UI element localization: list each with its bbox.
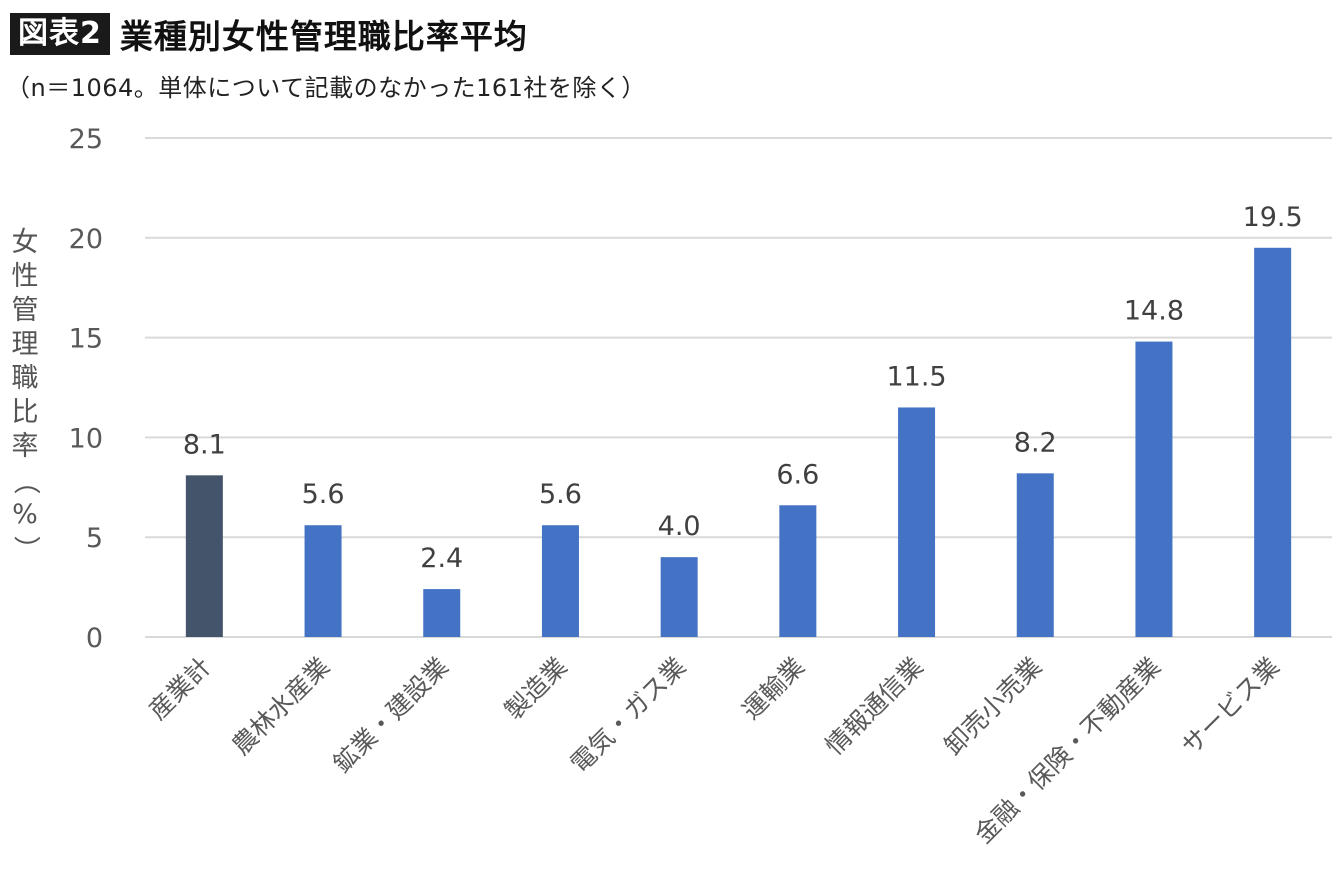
data-label: 14.8 bbox=[1124, 296, 1184, 327]
bar bbox=[1254, 247, 1292, 637]
x-tick-label: 製造業 bbox=[499, 652, 573, 726]
chart-subtitle: （n＝1064。単体について記載のなかった161社を除く） bbox=[6, 74, 646, 102]
bar bbox=[779, 505, 817, 637]
chart-header: 図表2 業種別女性管理職比率平均 bbox=[10, 12, 528, 56]
bar bbox=[541, 525, 579, 637]
data-label: 4.0 bbox=[658, 511, 701, 542]
y-tick-label: 0 bbox=[86, 623, 103, 654]
x-tick-label: 農林水産業 bbox=[226, 652, 335, 761]
x-tick-label: 産業計 bbox=[143, 652, 217, 726]
bar bbox=[185, 475, 223, 637]
bar bbox=[898, 407, 936, 637]
bar bbox=[660, 557, 698, 637]
x-tick-label: 鉱業・建設業 bbox=[327, 652, 454, 779]
y-axis-label: 女性管理職比率（%） bbox=[10, 227, 41, 563]
x-tick-label: サービス業 bbox=[1176, 652, 1285, 761]
bar bbox=[1016, 473, 1054, 637]
bar bbox=[1135, 341, 1173, 637]
data-label: 5.6 bbox=[302, 479, 345, 510]
figure-badge: 図表2 bbox=[10, 13, 110, 55]
x-tick-label: 電気・ガス業 bbox=[565, 652, 692, 779]
y-tick-label: 5 bbox=[86, 523, 103, 554]
data-label: 5.6 bbox=[539, 479, 582, 510]
data-label: 19.5 bbox=[1243, 202, 1303, 233]
y-tick-label: 10 bbox=[69, 423, 103, 454]
bar bbox=[423, 589, 461, 637]
data-label: 8.2 bbox=[1014, 427, 1057, 458]
x-tick-label: 卸売小売業 bbox=[939, 652, 1048, 761]
data-label: 6.6 bbox=[776, 459, 819, 490]
x-tick-label: 情報通信業 bbox=[820, 652, 929, 761]
y-tick-label: 20 bbox=[69, 224, 103, 255]
data-label: 8.1 bbox=[183, 429, 226, 460]
y-tick-label: 15 bbox=[69, 324, 103, 355]
bar bbox=[304, 525, 342, 637]
y-tick-label: 25 bbox=[69, 124, 103, 155]
data-label: 2.4 bbox=[420, 543, 463, 574]
x-tick-label: 運輸業 bbox=[737, 652, 811, 726]
chart-title: 業種別女性管理職比率平均 bbox=[119, 17, 528, 56]
data-label: 11.5 bbox=[886, 361, 946, 392]
